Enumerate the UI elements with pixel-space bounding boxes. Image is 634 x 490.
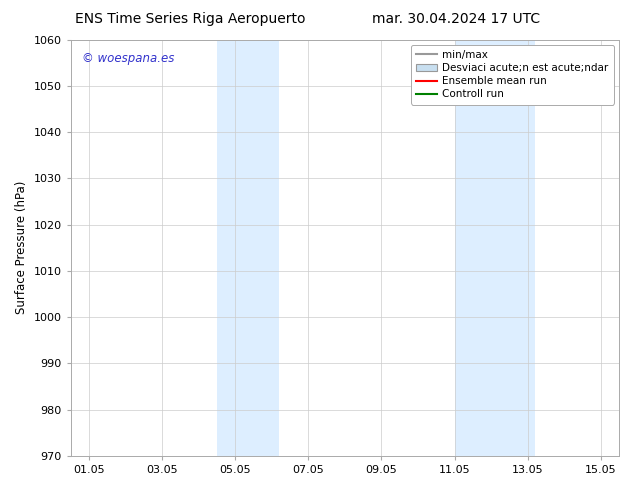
Y-axis label: Surface Pressure (hPa): Surface Pressure (hPa) xyxy=(15,181,28,315)
Text: © woespana.es: © woespana.es xyxy=(82,52,174,65)
Text: mar. 30.04.2024 17 UTC: mar. 30.04.2024 17 UTC xyxy=(372,12,541,26)
Legend: min/max, Desviaci acute;n est acute;ndar, Ensemble mean run, Controll run: min/max, Desviaci acute;n est acute;ndar… xyxy=(411,45,614,104)
Text: ENS Time Series Riga Aeropuerto: ENS Time Series Riga Aeropuerto xyxy=(75,12,306,26)
Bar xyxy=(217,40,279,456)
Bar xyxy=(455,40,535,456)
